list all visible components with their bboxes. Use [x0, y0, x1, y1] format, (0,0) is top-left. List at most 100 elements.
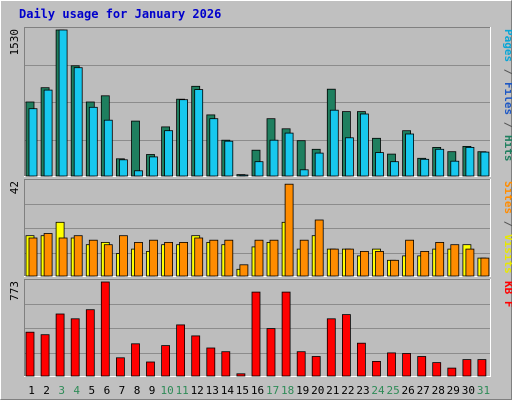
- bar-visitors-sites-15: [239, 264, 249, 277]
- bar-visitors-sites-12: [194, 237, 204, 277]
- bar-traffic-files-27: [420, 158, 430, 177]
- bar-visitors-sites-17: [269, 239, 279, 277]
- day-label-14: 14: [221, 384, 235, 397]
- day-label-10: 10: [160, 384, 173, 397]
- panel-kbytes: 773 KB F: [8, 279, 512, 377]
- bar-kbytes-kb-f-17: [266, 328, 276, 377]
- day-label-9: 9: [149, 384, 156, 397]
- day-label-29: 29: [447, 384, 460, 397]
- bar-traffic-files-26: [405, 133, 415, 177]
- bar-kbytes-kb-f-18: [281, 291, 291, 377]
- bar-traffic-files-11: [179, 99, 189, 177]
- day-label-30: 30: [462, 384, 475, 397]
- bar-traffic-files-9: [149, 156, 158, 177]
- bar-kbytes-kb-f-10: [161, 345, 171, 377]
- bar-traffic-files-19: [299, 169, 309, 177]
- bar-kbytes-kb-f-29: [447, 367, 457, 377]
- bar-visitors-sites-14: [224, 239, 234, 277]
- bar-kbytes-kb-f-1: [25, 331, 35, 377]
- bar-traffic-files-8: [134, 170, 143, 177]
- day-label-23: 23: [356, 384, 369, 397]
- bar-kbytes-kb-f-27: [417, 356, 427, 377]
- bar-traffic-files-13: [209, 118, 219, 177]
- bar-visitors-sites-19: [299, 239, 309, 277]
- bar-traffic-files-23: [359, 113, 369, 177]
- day-label-16: 16: [251, 384, 264, 397]
- bar-visitors-sites-4: [73, 235, 83, 277]
- bar-visitors-sites-26: [405, 239, 415, 277]
- bar-kbytes-kb-f-25: [387, 352, 396, 377]
- bar-traffic-files-30: [465, 146, 475, 177]
- bar-kbytes-kb-f-24: [372, 360, 381, 377]
- day-label-5: 5: [88, 384, 95, 397]
- bar-kbytes-kb-f-2: [40, 334, 50, 377]
- bar-kbytes-kb-f-30: [462, 359, 472, 377]
- bar-kbytes-kb-f-5: [85, 309, 95, 377]
- bar-kbytes-kb-f-19: [296, 351, 306, 377]
- max-label-visitors: 42: [8, 181, 21, 194]
- bar-kbytes-kb-f-12: [191, 335, 201, 377]
- day-label-19: 19: [296, 384, 309, 397]
- bar-visitors-sites-6: [103, 244, 113, 277]
- bar-kbytes-kb-f-22: [341, 314, 351, 377]
- panel-traffic: 1530 Pages / Files / Hits: [8, 27, 512, 177]
- bar-kbytes-kb-f-13: [206, 347, 216, 377]
- bar-kbytes-kb-f-21: [326, 318, 336, 377]
- bar-kbytes-kb-f-16: [251, 291, 261, 377]
- day-label-24: 24: [371, 384, 385, 397]
- bar-visitors-sites-7: [119, 235, 128, 277]
- day-label-18: 18: [281, 384, 294, 397]
- chart-title: Daily usage for January 2026: [19, 7, 222, 21]
- max-label-traffic: 1530: [8, 29, 21, 56]
- day-label-2: 2: [43, 384, 50, 397]
- panel-visitors: 42 Sites / Visits: [8, 179, 512, 277]
- bar-visitors-sites-13: [209, 239, 219, 277]
- day-label-13: 13: [206, 384, 219, 397]
- bar-traffic-files-12: [194, 89, 204, 177]
- day-label-12: 12: [191, 384, 204, 397]
- bar-visitors-sites-11: [179, 241, 189, 277]
- bar-traffic-files-4: [73, 67, 83, 177]
- bar-kbytes-kb-f-28: [432, 362, 442, 377]
- bar-visitors-sites-29: [450, 244, 460, 277]
- bar-kbytes-kb-f-26: [402, 353, 412, 377]
- bar-visitors-sites-24: [375, 250, 384, 277]
- day-label-6: 6: [104, 384, 111, 397]
- bar-visitors-sites-21: [329, 248, 339, 277]
- bar-visitors-sites-25: [390, 259, 399, 277]
- bar-traffic-files-16: [254, 161, 264, 177]
- bar-kbytes-kb-f-4: [70, 318, 80, 377]
- bar-traffic-files-14: [224, 140, 234, 177]
- bar-visitors-sites-3: [58, 237, 68, 277]
- bar-traffic-files-22: [344, 137, 354, 177]
- bar-traffic-files-2: [43, 89, 53, 177]
- bar-visitors-sites-1: [28, 237, 38, 277]
- bar-visitors-sites-2: [43, 233, 53, 277]
- bar-visitors-sites-20: [314, 219, 324, 277]
- bar-traffic-files-6: [103, 119, 113, 177]
- bar-traffic-files-1: [28, 108, 38, 177]
- bar-kbytes-kb-f-6: [100, 281, 110, 377]
- day-label-26: 26: [401, 384, 414, 397]
- day-label-4: 4: [73, 384, 80, 397]
- bar-traffic-files-20: [314, 152, 324, 177]
- bar-kbytes-kb-f-8: [131, 343, 140, 377]
- bar-traffic-files-17: [269, 139, 279, 177]
- day-label-7: 7: [119, 384, 126, 397]
- day-label-25: 25: [386, 384, 399, 397]
- bar-traffic-files-24: [375, 152, 384, 177]
- day-label-3: 3: [58, 384, 65, 397]
- bar-kbytes-kb-f-20: [311, 356, 321, 377]
- day-label-8: 8: [134, 384, 141, 397]
- bar-visitors-sites-28: [435, 241, 445, 277]
- day-label-11: 11: [176, 384, 189, 397]
- bar-traffic-files-31: [480, 151, 490, 177]
- day-label-27: 27: [417, 384, 430, 397]
- max-label-kbytes: 773: [8, 281, 21, 301]
- side-label-visitors: Sites / Visits: [502, 181, 512, 274]
- bar-kbytes-kb-f-23: [356, 342, 366, 377]
- bar-visitors-sites-16: [254, 239, 264, 277]
- day-label-22: 22: [341, 384, 354, 397]
- bar-traffic-files-29: [450, 160, 460, 177]
